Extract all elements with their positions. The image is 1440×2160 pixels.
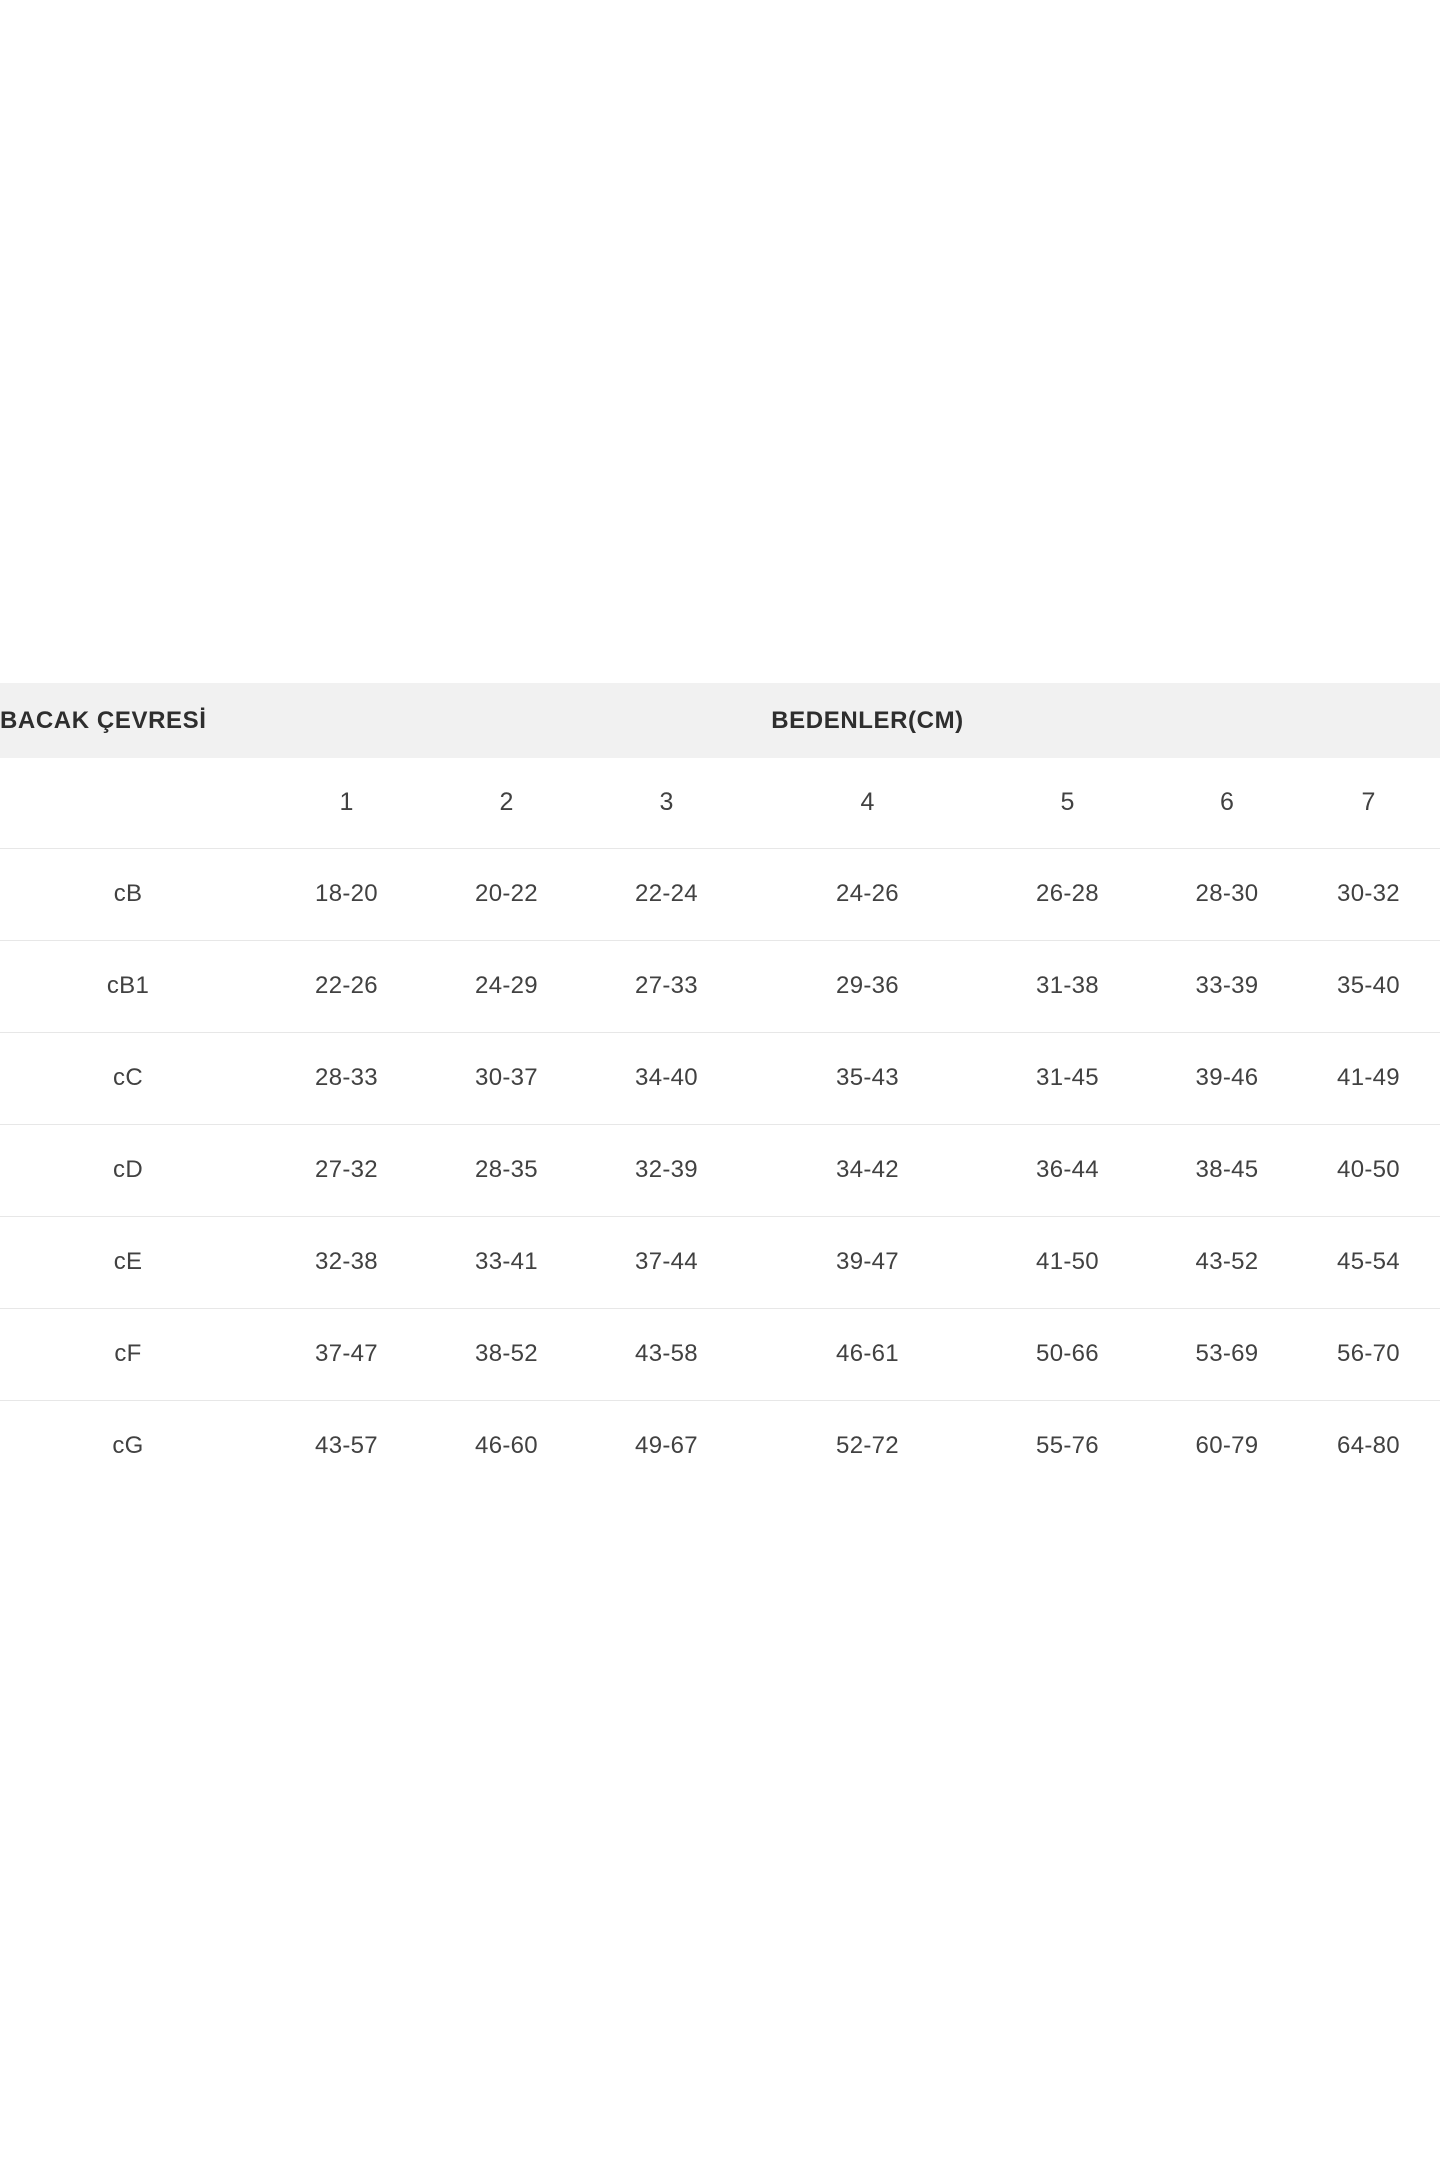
table-cell: 38-52	[475, 1340, 538, 1367]
size-column-header: 7	[1361, 788, 1376, 817]
table-row: cF 37-47 38-52 43-58 46-61 50-66 53-69 5…	[0, 1308, 1440, 1400]
table-cell: 34-40	[635, 1064, 698, 1091]
leg-circumference-header: BACAK ÇEVRESİ	[0, 706, 207, 734]
table-cell: 40-50	[1337, 1156, 1400, 1183]
table-cell: 33-41	[475, 1248, 538, 1275]
table-cell: 43-57	[315, 1432, 378, 1460]
table-cell: 50-66	[1036, 1340, 1099, 1367]
table-header-band: BACAK ÇEVRESİ BEDENLER(CM)	[0, 683, 1440, 758]
table-cell: 49-67	[635, 1432, 698, 1460]
table-cell: 46-61	[836, 1340, 899, 1367]
size-number-spacer	[0, 758, 256, 848]
table-row: cG 43-57 46-60 49-67 52-72 55-76 60-79 6…	[0, 1400, 1440, 1492]
table-row: cD 27-32 28-35 32-39 34-42 36-44 38-45 4…	[0, 1124, 1440, 1216]
size-column-header: 2	[499, 788, 514, 817]
table-cell: 45-54	[1337, 1248, 1400, 1275]
table-row: cC 28-33 30-37 34-40 35-43 31-45 39-46 4…	[0, 1032, 1440, 1124]
size-chart-table: BACAK ÇEVRESİ BEDENLER(CM) 1 2 3 4 5 6 7	[0, 683, 1440, 1492]
table-cell: 18-20	[315, 880, 378, 907]
row-label: cG	[112, 1432, 144, 1460]
table-cell: 41-49	[1337, 1064, 1400, 1091]
table-cell: 34-42	[836, 1156, 899, 1183]
table-cell: 56-70	[1337, 1340, 1400, 1367]
table-cell: 28-33	[315, 1064, 378, 1091]
size-chart-section: BACAK ÇEVRESİ BEDENLER(CM) 1 2 3 4 5 6 7	[0, 683, 1440, 1492]
row-label: cB	[113, 880, 143, 907]
size-column-header: 5	[1060, 788, 1075, 817]
table-cell: 30-37	[475, 1064, 538, 1091]
size-column-header: 6	[1220, 788, 1234, 817]
table-cell: 28-35	[475, 1156, 538, 1183]
table-cell: 55-76	[1036, 1432, 1099, 1460]
size-column-header: 3	[659, 788, 674, 817]
row-label: cB1	[106, 972, 150, 999]
table-cell: 30-32	[1337, 880, 1400, 907]
table-cell: 37-44	[635, 1248, 698, 1275]
row-label: cD	[113, 1156, 143, 1183]
table-cell: 52-72	[836, 1432, 899, 1460]
table-row: cB1 22-26 24-29 27-33 29-36 31-38 33-39 …	[0, 940, 1440, 1032]
table-cell: 27-33	[635, 972, 698, 999]
table-cell: 60-79	[1195, 1432, 1259, 1460]
row-label: cE	[113, 1248, 143, 1275]
table-row: cB 18-20 20-22 22-24 24-26 26-28 28-30 3…	[0, 848, 1440, 940]
table-cell: 39-46	[1195, 1064, 1259, 1091]
table-cell: 37-47	[315, 1340, 378, 1367]
size-column-header: 4	[860, 788, 875, 817]
table-cell: 26-28	[1036, 880, 1099, 907]
table-cell: 24-29	[475, 972, 538, 999]
table-cell: 22-26	[315, 972, 378, 999]
header-spacer	[576, 683, 757, 758]
size-column-header: 1	[339, 788, 354, 817]
table-cell: 41-50	[1036, 1248, 1099, 1275]
table-cell: 28-30	[1195, 880, 1259, 907]
row-label: cC	[113, 1064, 143, 1091]
table-cell: 31-38	[1036, 972, 1099, 999]
header-spacer	[256, 683, 437, 758]
header-spacer	[1157, 683, 1297, 758]
sizes-cm-header: BEDENLER(CM)	[771, 706, 964, 734]
header-spacer	[1297, 683, 1440, 758]
table-row: cE 32-38 33-41 37-44 39-47 41-50 43-52 4…	[0, 1216, 1440, 1308]
table-cell: 38-45	[1195, 1156, 1259, 1183]
table-cell: 27-32	[315, 1156, 378, 1183]
table-cell: 35-40	[1337, 972, 1400, 999]
table-cell: 24-26	[836, 880, 899, 907]
table-cell: 31-45	[1036, 1064, 1099, 1091]
table-cell: 33-39	[1195, 972, 1259, 999]
table-cell: 46-60	[475, 1432, 538, 1460]
table-cell: 20-22	[475, 880, 538, 907]
table-cell: 29-36	[836, 972, 899, 999]
table-cell: 43-58	[635, 1340, 698, 1367]
table-cell: 39-47	[836, 1248, 899, 1275]
table-cell: 43-52	[1195, 1248, 1259, 1275]
table-cell: 32-39	[635, 1156, 698, 1183]
header-spacer	[978, 683, 1157, 758]
table-cell: 53-69	[1195, 1340, 1259, 1367]
table-cell: 36-44	[1036, 1156, 1099, 1183]
table-cell: 35-43	[836, 1064, 899, 1091]
table-cell: 32-38	[315, 1248, 378, 1275]
table-cell: 64-80	[1337, 1432, 1400, 1460]
row-label: cF	[114, 1340, 142, 1367]
header-spacer	[437, 683, 576, 758]
size-number-row: 1 2 3 4 5 6 7	[0, 758, 1440, 848]
table-cell: 22-24	[635, 880, 698, 907]
